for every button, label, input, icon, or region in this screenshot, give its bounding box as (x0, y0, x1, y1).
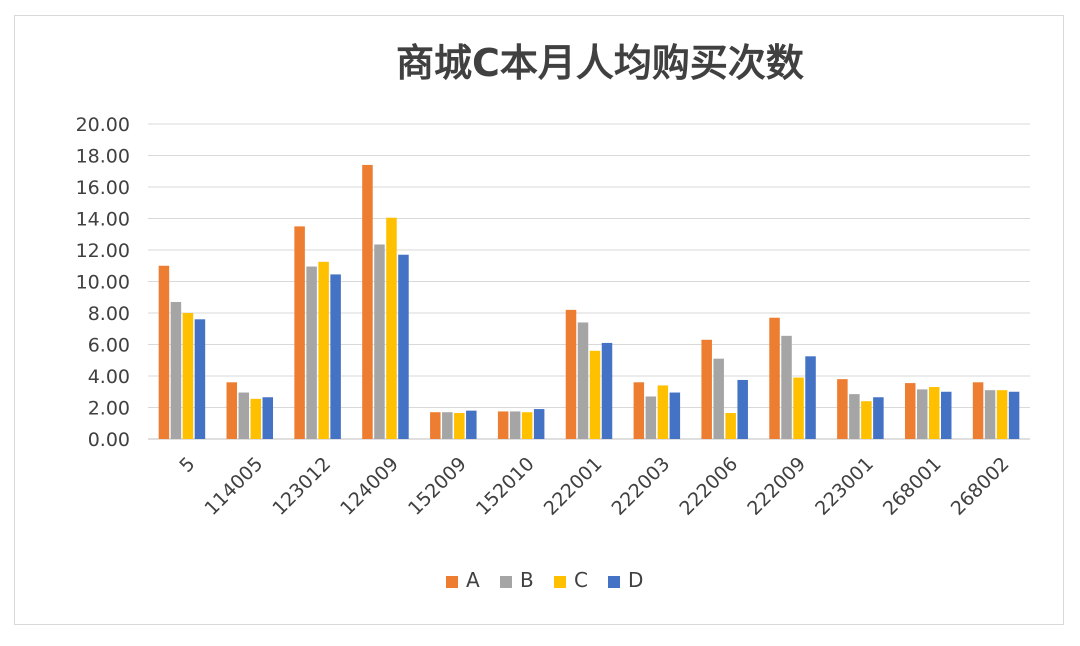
bar-C-222006 (725, 413, 736, 439)
bar-A-223001 (837, 379, 848, 439)
x-tick-label: 222003 (608, 453, 675, 520)
y-tick-label: 14.00 (76, 209, 130, 231)
x-tick-label: 5 (175, 453, 199, 477)
bar-B-222009 (781, 335, 792, 439)
y-axis-ticks: 0.00 2.00 4.00 6.00 8.00 10.00 12.00 14.00 16.00… (76, 114, 130, 451)
bar-D-152010 (533, 409, 545, 439)
legend-label: D (628, 568, 643, 592)
bar-C-223001 (861, 401, 872, 439)
bars (158, 164, 1020, 439)
y-tick-label: 4.00 (88, 366, 130, 388)
bar-D-5 (194, 319, 206, 439)
y-tick-label: 6.00 (88, 335, 130, 357)
y-tick-label: 18.00 (76, 146, 130, 168)
x-tick-label: 222001 (540, 453, 607, 520)
bar-D-222006 (737, 379, 748, 439)
bar-A-268001 (904, 383, 916, 439)
y-tick-label: 8.00 (88, 303, 130, 325)
bar-B-222006 (713, 358, 724, 439)
bar-B-223001 (849, 394, 860, 439)
bar-C-268001 (928, 387, 940, 439)
legend-swatch-C (554, 576, 566, 588)
bar-C-222001 (589, 350, 601, 439)
x-tick-label: 268002 (947, 453, 1014, 520)
bar-B-268002 (984, 390, 996, 439)
y-tick-label: 12.00 (76, 240, 130, 262)
bar-C-152010 (521, 412, 533, 439)
x-tick-label: 114005 (200, 453, 267, 520)
bar-B-152010 (509, 411, 521, 439)
bar-B-152009 (442, 412, 453, 439)
bar-D-222009 (805, 356, 816, 439)
bar-A-152009 (430, 412, 441, 439)
legend: A B C D (446, 568, 643, 592)
bar-C-124009 (386, 217, 397, 439)
bar-D-268001 (940, 391, 952, 439)
x-tick-label: 124009 (336, 453, 403, 520)
x-tick-label: 152010 (472, 453, 539, 520)
bar-A-124009 (362, 164, 373, 439)
gridlines (148, 123, 1030, 440)
chart-title: 商城C本月人均购买次数 (396, 41, 804, 85)
bar-B-123012 (306, 266, 317, 439)
bar-D-152009 (466, 410, 477, 439)
bar-A-5 (158, 265, 170, 439)
x-tick-label: 268001 (879, 453, 946, 520)
bar-C-123012 (318, 261, 329, 439)
legend-swatch-A (446, 576, 458, 588)
bar-B-124009 (374, 244, 385, 439)
legend-swatch-D (608, 576, 620, 588)
legend-label: C (574, 568, 588, 592)
bar-B-222001 (577, 322, 589, 439)
y-tick-label: 2.00 (88, 398, 130, 420)
bar-C-222009 (793, 377, 804, 439)
bar-C-152009 (454, 413, 465, 439)
bar-C-5 (182, 313, 194, 439)
bar-A-222006 (701, 339, 712, 439)
x-tick-label: 222006 (675, 453, 742, 520)
x-tick-label: 123012 (268, 453, 335, 520)
x-axis-ticks: 5 114005 123012 124009 152009 152010 222001 222… (175, 453, 1013, 520)
bar-D-222003 (669, 392, 681, 439)
bar-D-123012 (330, 274, 341, 439)
legend-swatch-B (500, 576, 512, 588)
bar-D-222001 (601, 342, 613, 439)
x-tick-label: 152009 (404, 453, 471, 520)
y-tick-label: 16.00 (76, 177, 130, 199)
bar-B-222003 (645, 396, 657, 439)
legend-label: B (520, 568, 534, 592)
bar-A-222001 (565, 309, 577, 439)
bar-C-222003 (657, 385, 669, 439)
bar-A-222003 (633, 382, 645, 439)
x-tick-label: 223001 (811, 453, 878, 520)
bar-C-114005 (250, 398, 262, 439)
bar-A-222009 (769, 317, 780, 439)
y-tick-label: 20.00 (76, 114, 130, 136)
bar-C-268002 (996, 390, 1008, 439)
bar-D-124009 (398, 254, 409, 439)
bar-D-223001 (873, 397, 884, 439)
bar-A-152010 (497, 411, 509, 439)
x-tick-label: 222009 (743, 453, 810, 520)
y-tick-label: 0.00 (88, 429, 130, 451)
bar-D-268002 (1008, 391, 1020, 439)
bar-B-114005 (238, 392, 250, 439)
legend-label: A (466, 568, 480, 592)
bar-A-114005 (226, 382, 238, 439)
y-tick-label: 10.00 (76, 272, 130, 294)
bar-B-5 (170, 301, 182, 439)
bar-D-114005 (262, 397, 274, 439)
bar-A-123012 (294, 226, 305, 439)
bar-B-268001 (916, 389, 928, 439)
bar-A-268002 (972, 382, 984, 439)
